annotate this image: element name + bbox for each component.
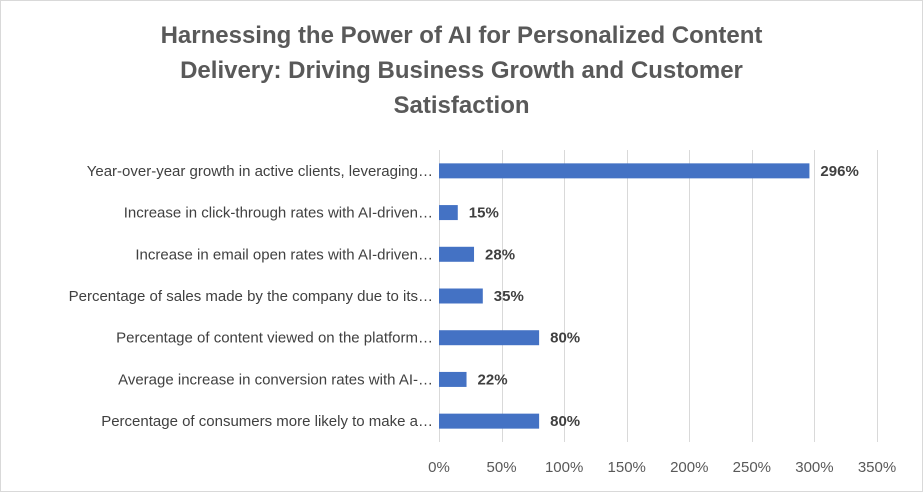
category-label: Percentage of sales made by the company … <box>69 288 433 305</box>
bar <box>439 413 540 429</box>
x-tick-label: 200% <box>670 459 708 476</box>
data-label: 80% <box>550 413 580 430</box>
bar <box>439 371 467 387</box>
x-tick-label: 150% <box>608 459 646 476</box>
category-label: Percentage of consumers more likely to m… <box>101 413 433 430</box>
x-tick-label: 250% <box>733 459 771 476</box>
bar <box>439 205 458 221</box>
data-label: 15% <box>469 205 499 222</box>
data-label: 80% <box>550 330 580 347</box>
data-label: 296% <box>820 163 858 180</box>
x-tick-label: 300% <box>795 459 833 476</box>
bar <box>439 246 475 262</box>
chart-title-line-3: Satisfaction <box>393 92 530 119</box>
bar <box>439 330 540 346</box>
data-label: 28% <box>485 246 515 263</box>
chart-title-line-1: Harnessing the Power of AI for Personali… <box>160 22 763 49</box>
category-label: Increase in click-through rates with AI-… <box>124 205 433 222</box>
data-label: 35% <box>494 288 524 305</box>
chart-title: Harnessing the Power of AI for Personali… <box>0 18 923 123</box>
category-label: Increase in email open rates with AI-dri… <box>135 246 433 263</box>
category-label: Percentage of content viewed on the plat… <box>116 330 433 347</box>
x-tick-label: 50% <box>487 459 517 476</box>
data-label: 22% <box>478 371 508 388</box>
bar <box>439 163 810 179</box>
chart-title-line-2: Delivery: Driving Business Growth and Cu… <box>180 57 743 84</box>
bar <box>439 288 483 304</box>
x-tick-label: 350% <box>858 459 896 476</box>
category-label: Average increase in conversion rates wit… <box>118 371 433 388</box>
x-tick-label: 0% <box>428 459 450 476</box>
x-tick-label: 100% <box>545 459 583 476</box>
category-label: Year-over-year growth in active clients,… <box>87 163 433 180</box>
